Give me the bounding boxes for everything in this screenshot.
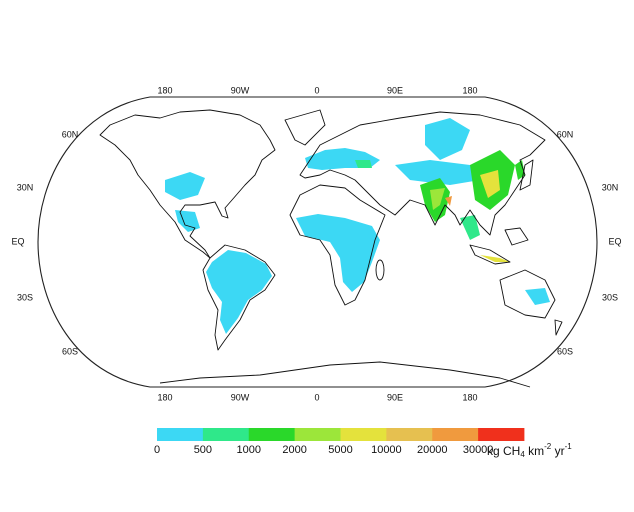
lat-labels-left: 60N 30N EQ 30S 60S (11, 129, 78, 356)
lat-labels-right: 60N 30N EQ 30S 60S (557, 129, 622, 356)
colorbar-segment (386, 428, 433, 441)
lat-label: 60S (62, 346, 78, 356)
lat-label: EQ (11, 236, 24, 246)
unit-sup: -1 (565, 442, 573, 451)
unit-part: yr (551, 444, 564, 458)
map-frame (37, 96, 598, 388)
colorbar-tick-label: 30000 (463, 444, 494, 456)
colorbar-segment (248, 428, 296, 441)
colorbar-tick-label: 2000 (282, 444, 306, 456)
lon-label: 90W (231, 85, 250, 95)
colorbar-segment (294, 428, 341, 441)
lat-label: EQ (608, 236, 621, 246)
colorbar-tick-label: 1000 (237, 444, 261, 456)
lon-labels-top: 180 90W 0 90E 180 (157, 85, 477, 95)
colorbar-segment (432, 428, 479, 441)
unit-label: kg CH4 km-2 yr-1 (487, 442, 572, 459)
lon-label: 0 (314, 392, 319, 402)
colorbar-tick-label: 5000 (328, 444, 352, 456)
colorbar: 0 500 1000 2000 5000 10000 20000 30000 (154, 428, 525, 456)
lon-label: 180 (462, 85, 477, 95)
colorbar-segment (157, 428, 204, 441)
emission-fields (165, 118, 550, 334)
lat-label: 30N (17, 182, 34, 192)
lat-label: 30S (17, 292, 33, 302)
lon-label: 0 (314, 85, 319, 95)
lat-label: 30N (602, 182, 619, 192)
colorbar-segment (478, 428, 525, 441)
lat-label: 60N (62, 129, 79, 139)
lon-label: 180 (157, 392, 172, 402)
unit-part: kg CH (487, 444, 520, 458)
colorbar-segment (202, 428, 250, 441)
lon-label: 90E (387, 85, 403, 95)
unit-sup: -2 (544, 442, 552, 451)
lon-label: 180 (462, 392, 477, 402)
lon-labels-bottom: 180 90W 0 90E 180 (157, 392, 477, 402)
unit-part: km (525, 444, 544, 458)
unit-sub: 4 (520, 450, 525, 459)
colorbar-tick-label: 0 (154, 444, 160, 456)
colorbar-segment (340, 428, 387, 441)
lat-label: 60N (557, 129, 574, 139)
lon-label: 90W (231, 392, 250, 402)
lon-label: 90E (387, 392, 403, 402)
coastlines (99, 109, 563, 388)
colorbar-tick-label: 10000 (371, 444, 402, 456)
lat-label: 30S (602, 292, 618, 302)
colorbar-tick-label: 500 (194, 444, 212, 456)
colorbar-tick-label: 20000 (417, 444, 448, 456)
lon-label: 180 (157, 85, 172, 95)
lat-label: 60S (557, 346, 573, 356)
